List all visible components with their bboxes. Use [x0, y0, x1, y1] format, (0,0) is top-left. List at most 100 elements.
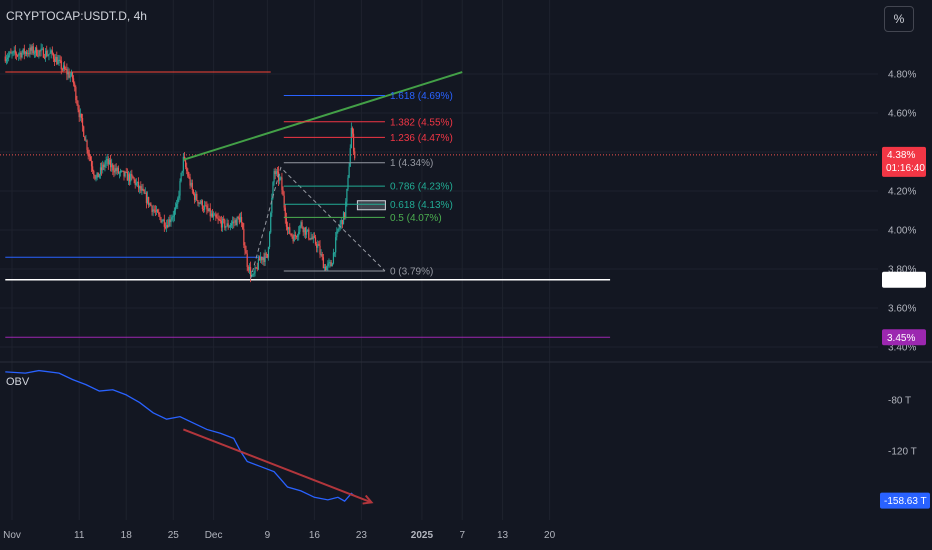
last-price-label: 4.38%: [887, 150, 915, 161]
candle-body: [103, 164, 105, 168]
candle-body: [336, 231, 338, 238]
candle-body: [341, 219, 343, 225]
candle-body: [295, 236, 298, 238]
grid: [0, 0, 932, 520]
candle-body: [30, 47, 32, 51]
candle-body: [95, 177, 97, 179]
candle-body: [162, 219, 164, 222]
candle-body: [140, 186, 142, 191]
candle-body: [312, 236, 314, 239]
candle-body: [293, 234, 295, 242]
candle-body: [20, 52, 22, 58]
candle-body: [197, 200, 199, 204]
candle-body: [58, 59, 60, 61]
candle-body: [182, 156, 184, 171]
candle-body: [350, 127, 352, 149]
candle-body: [31, 46, 33, 51]
candle-body: [15, 53, 18, 56]
candle-body: [186, 166, 188, 172]
candle-body: [200, 200, 202, 204]
candle-body: [25, 51, 28, 54]
candle-body: [263, 257, 265, 262]
time-axis-tick: Nov: [3, 530, 21, 541]
time-axis-tick: 18: [121, 530, 133, 541]
candle-body: [79, 113, 81, 118]
candle-body: [32, 46, 34, 54]
candle-body: [125, 172, 127, 174]
candle-body: [97, 172, 99, 178]
candle-body: [221, 218, 224, 228]
candle-body: [224, 219, 226, 228]
candle-body: [353, 133, 355, 152]
obv-indicator-label[interactable]: OBV: [6, 376, 30, 388]
candle-body: [151, 205, 153, 212]
obv-axis-tick: -120 T: [888, 447, 917, 458]
price-axis-tick: 4.60%: [888, 109, 916, 120]
candle-body: [130, 173, 132, 182]
candle-body: [274, 171, 276, 175]
candle-body: [284, 207, 286, 219]
candle-body: [223, 218, 225, 220]
candle-body: [28, 53, 30, 55]
candle-body: [322, 257, 324, 269]
obv-line: [5, 369, 356, 502]
candle-body: [354, 151, 356, 159]
fib-label: 1.382 (4.55%): [390, 117, 453, 128]
candle-body: [43, 57, 46, 59]
fib-label: 0.618 (4.13%): [390, 200, 453, 211]
time-axis-tick: 7: [459, 530, 465, 541]
candle-body: [174, 207, 177, 211]
candle-body: [90, 160, 93, 167]
candle-body: [80, 113, 83, 119]
fib-label: 1 (4.34%): [390, 158, 433, 169]
candle-body: [330, 262, 332, 267]
candle-body: [269, 232, 271, 248]
candle-body: [87, 149, 89, 154]
time-axis-tick: Dec: [205, 530, 223, 541]
candle-body: [49, 52, 51, 54]
candle-body: [219, 219, 221, 221]
candle-body: [38, 50, 40, 56]
candle-body: [187, 171, 189, 177]
candle-body: [339, 223, 341, 228]
candle-body: [29, 47, 31, 54]
percent-scale-button[interactable]: %: [884, 6, 914, 32]
candle-body: [239, 217, 242, 223]
candle-body: [113, 170, 115, 173]
candle-body: [348, 166, 350, 178]
candle-body: [173, 210, 175, 217]
level-badge: [882, 329, 926, 346]
candle-body: [228, 226, 230, 228]
candle-body: [180, 172, 182, 182]
candle-body: [115, 168, 117, 172]
price-badges: 4.38% 01:16:40 3.74% 3.45% -158.63 T: [880, 146, 930, 509]
candle-body: [68, 72, 70, 78]
candle-body: [258, 258, 261, 261]
candle-body: [253, 273, 255, 275]
candle-body: [181, 170, 183, 173]
candle-body: [217, 218, 219, 220]
candle-body: [279, 177, 281, 181]
candle-body: [265, 253, 267, 255]
candle-body: [229, 225, 231, 227]
candle-body: [297, 235, 299, 237]
candle-body: [123, 170, 125, 177]
symbol-title[interactable]: CRYPTOCAP:USDT.D, 4h: [6, 9, 147, 23]
candle-body: [155, 209, 158, 212]
candle-body: [19, 52, 21, 55]
candle-body: [255, 267, 257, 269]
candle-body: [328, 262, 330, 264]
candle-body: [305, 230, 308, 235]
candle-body: [163, 219, 165, 227]
candle-body: [273, 171, 275, 183]
candle-body: [201, 200, 203, 209]
candle-body: [39, 50, 41, 52]
candle-body: [157, 209, 159, 213]
candle-body: [42, 48, 44, 58]
candle-body: [189, 177, 191, 186]
candle-body: [108, 160, 111, 165]
candle-body: [209, 208, 211, 217]
candle-body: [314, 237, 317, 245]
candle-body: [74, 83, 76, 88]
candle-body: [5, 59, 7, 62]
